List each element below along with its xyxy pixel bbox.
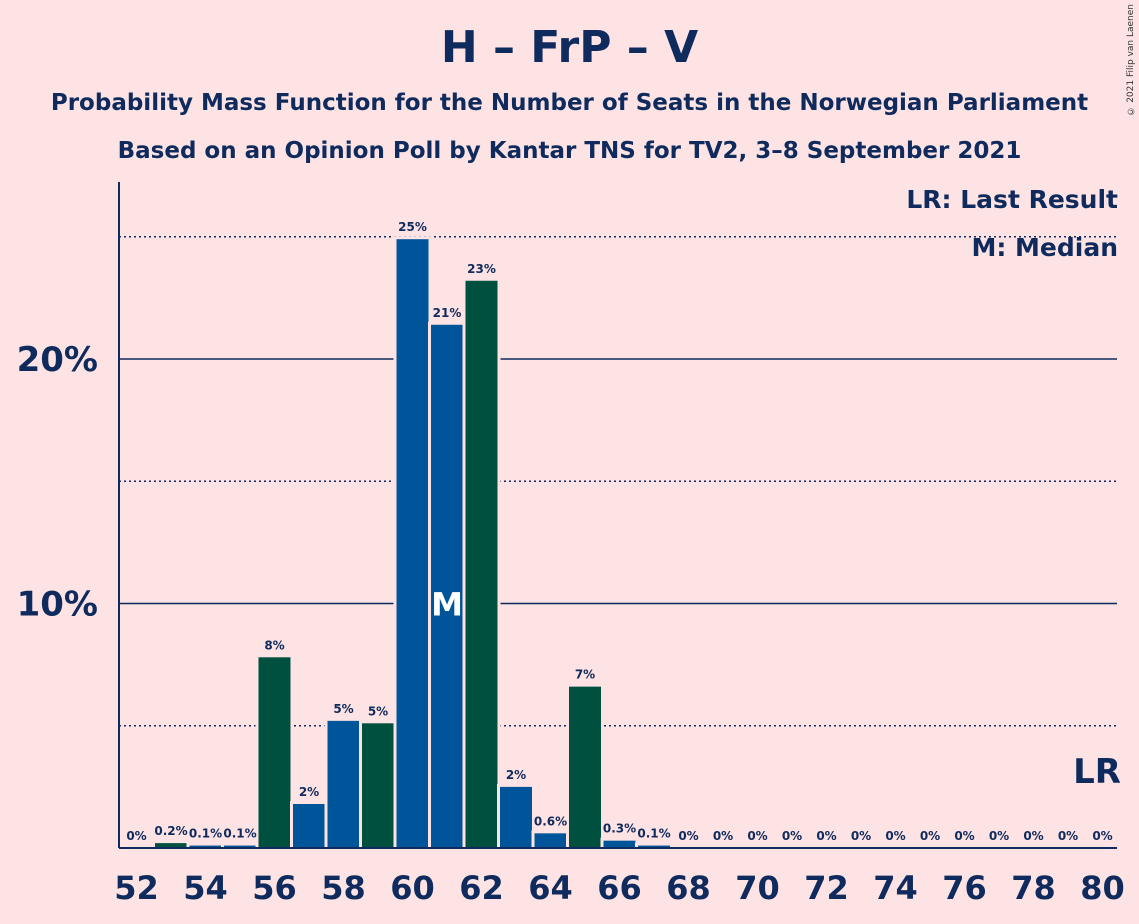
bar xyxy=(500,786,532,848)
bar-halo xyxy=(221,842,259,848)
y-tick-label: 20% xyxy=(17,340,98,380)
bar-value-label: 0% xyxy=(713,829,733,843)
bar-value-label: 0% xyxy=(747,829,767,843)
bar-halo xyxy=(635,842,673,848)
y-tick-label: 10% xyxy=(17,585,98,625)
bar-value-label: 0% xyxy=(920,829,940,843)
bar-value-label: 0% xyxy=(126,829,146,843)
bar xyxy=(258,657,291,848)
bar-value-label: 0% xyxy=(851,829,871,843)
bar xyxy=(396,239,429,848)
bar-value-label: 0% xyxy=(1023,829,1043,843)
last-result-marker: LR xyxy=(1073,752,1121,792)
x-tick-label: 58 xyxy=(321,869,366,907)
bar-value-label: 23% xyxy=(467,262,496,276)
x-tick-label: 80 xyxy=(1080,869,1125,907)
bar-value-label: 0.1% xyxy=(189,827,222,841)
bar xyxy=(569,686,601,848)
bar xyxy=(638,845,670,848)
bar-value-label: 0% xyxy=(885,829,905,843)
x-tick-label: 60 xyxy=(390,869,435,907)
bar-value-label: 21% xyxy=(433,306,462,320)
bar xyxy=(534,833,567,848)
legend-last-result: LR: Last Result xyxy=(906,185,1118,214)
x-tick-label: 56 xyxy=(252,869,297,907)
bar-value-label: 0% xyxy=(678,829,698,843)
bar xyxy=(603,840,636,848)
chart-subtitle-poll: Based on an Opinion Poll by Kantar TNS f… xyxy=(117,138,1022,164)
bar-value-label: 0.1% xyxy=(223,827,256,841)
bar xyxy=(189,845,222,848)
chart-subtitle: Probability Mass Function for the Number… xyxy=(50,90,1089,116)
chart-title: H – FrP – V xyxy=(440,22,699,73)
x-tick-label: 52 xyxy=(114,869,159,907)
x-tick-label: 78 xyxy=(1011,869,1056,907)
x-tick-label: 76 xyxy=(942,869,987,907)
bar xyxy=(431,324,463,848)
legend-median: M: Median xyxy=(971,233,1118,262)
median-marker: M xyxy=(431,586,463,624)
x-tick-label: 70 xyxy=(735,869,780,907)
bar-value-label: 0% xyxy=(816,829,836,843)
x-tick-label: 72 xyxy=(804,869,849,907)
bar-value-label: 0% xyxy=(954,829,974,843)
x-tick-label: 68 xyxy=(666,869,711,907)
bar-value-label: 0.3% xyxy=(603,822,636,836)
bar-value-label: 0% xyxy=(1058,829,1078,843)
bar xyxy=(465,280,498,848)
bar-value-label: 5% xyxy=(333,702,353,716)
x-tick-label: 74 xyxy=(873,869,918,907)
bar-value-label: 25% xyxy=(398,220,427,234)
bar-value-label: 2% xyxy=(299,785,319,799)
x-tick-label: 66 xyxy=(597,869,642,907)
bar xyxy=(362,723,394,848)
bar xyxy=(293,803,325,848)
x-tick-label: 62 xyxy=(459,869,504,907)
bar-value-label: 2% xyxy=(506,768,526,782)
bar-value-label: 0% xyxy=(989,829,1009,843)
bar-halo xyxy=(186,842,225,848)
bar xyxy=(155,843,187,848)
bar-value-label: 0% xyxy=(1092,829,1112,843)
x-tick-label: 64 xyxy=(528,869,573,907)
bar-value-label: 8% xyxy=(264,638,284,652)
bar xyxy=(224,845,256,848)
bar-value-label: 7% xyxy=(575,668,595,682)
x-tick-label: 54 xyxy=(183,869,228,907)
bar-value-label: 5% xyxy=(368,704,388,718)
bar-value-label: 0% xyxy=(782,829,802,843)
bar xyxy=(327,720,360,848)
bar-value-label: 0.1% xyxy=(637,827,670,841)
bar-value-label: 0.2% xyxy=(154,824,187,838)
bar-value-label: 0.6% xyxy=(534,814,567,828)
